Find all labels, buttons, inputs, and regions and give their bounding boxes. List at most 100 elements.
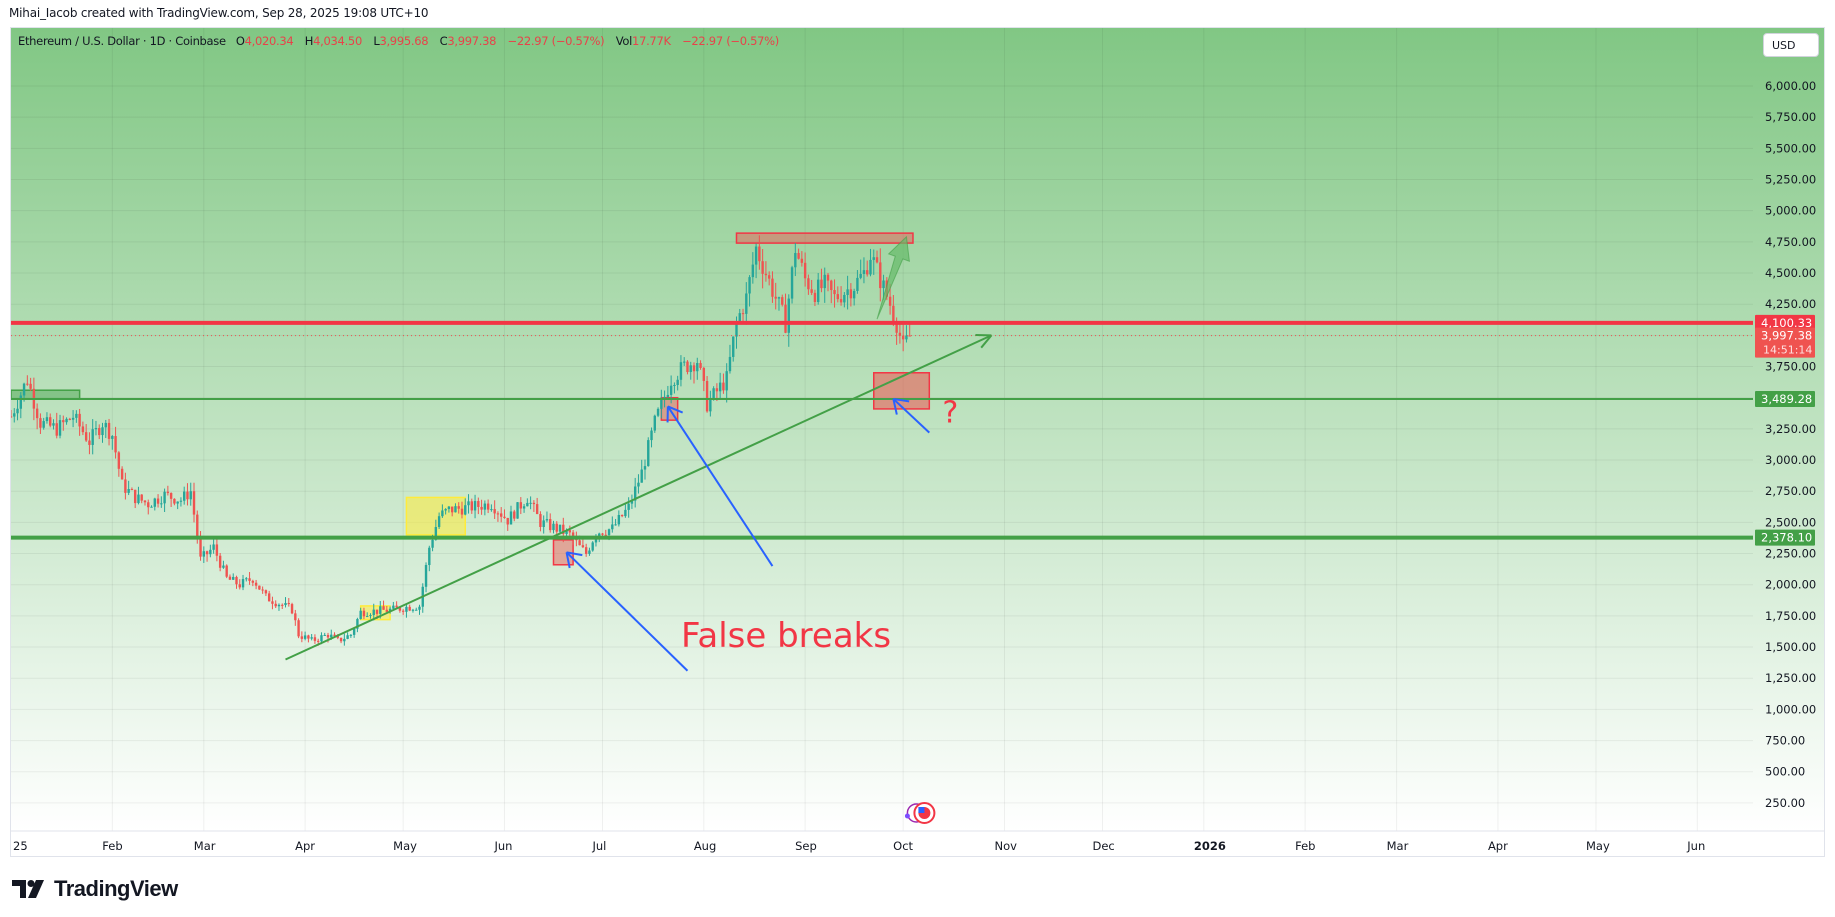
candle-body [352, 628, 356, 635]
annotation-text[interactable]: False breaks [681, 616, 891, 656]
candle-body [58, 420, 62, 436]
candle-body [464, 505, 467, 515]
candle-body [395, 605, 398, 608]
candle-body [696, 363, 699, 372]
candle-body [287, 603, 290, 605]
candle-body [647, 440, 650, 467]
price-axis-label: 2,000.00 [1765, 578, 1816, 592]
candle-body [486, 503, 490, 510]
candle-body [418, 606, 421, 610]
us-flag-canton [918, 807, 925, 813]
time-axis-label: Feb [1295, 839, 1315, 853]
candle-body [725, 371, 728, 391]
trendline[interactable] [285, 334, 992, 661]
candle-body [555, 523, 558, 532]
candle-body [117, 452, 121, 469]
candle-body [68, 418, 72, 420]
candle-body [424, 565, 428, 587]
candle-body [598, 533, 601, 537]
candle-body [460, 508, 464, 515]
candle-body [712, 388, 715, 399]
tradingview-logo[interactable]: TradingView [12, 876, 178, 902]
candle-body [326, 634, 330, 638]
candle-body [225, 565, 228, 577]
candle-body [16, 408, 19, 414]
candle-body [45, 417, 49, 422]
candle-body [771, 278, 774, 297]
candle-body [905, 335, 908, 340]
candle-body [774, 296, 777, 299]
candle-body [669, 385, 673, 395]
candle-body [709, 398, 712, 412]
candle-body [830, 280, 833, 291]
candle-body [807, 278, 810, 290]
blue-arrowhead [565, 552, 571, 569]
candle-body [235, 576, 238, 585]
candle-body [552, 523, 555, 531]
candle-body [111, 436, 114, 439]
candle-body [754, 246, 758, 265]
candle-body [781, 297, 784, 305]
candle-body [179, 500, 183, 502]
candle-body [49, 417, 52, 426]
candle-body [284, 603, 287, 606]
candle-body [640, 469, 643, 483]
candle-body [676, 379, 679, 385]
blue-arrow[interactable] [892, 398, 930, 434]
zone-top-resistance-box[interactable] [735, 232, 914, 244]
chart-pane[interactable]: 6,000.00 5,750.00 5,500.00 5,250.00 5,000.00… [10, 27, 1825, 857]
candle-body [823, 274, 826, 289]
candle-body [718, 382, 722, 392]
candle-body [908, 335, 911, 337]
candle-body [542, 520, 545, 527]
candle-body [258, 585, 261, 590]
symbol-title[interactable]: Ethereum / U.S. Dollar · 1D · Coinbase [18, 34, 226, 48]
candle-body [65, 418, 68, 423]
candle-body [160, 503, 163, 505]
zone-target-box[interactable] [873, 372, 931, 410]
candle-body [571, 532, 575, 539]
candle-body [330, 634, 333, 638]
candle-body [816, 279, 820, 302]
candle-body [88, 440, 91, 445]
projection-arrow[interactable] [876, 235, 910, 320]
time-axis-label: Feb [102, 839, 122, 853]
price-axis-label: 2,750.00 [1765, 484, 1816, 498]
blue-arrow[interactable] [667, 405, 774, 567]
candle-body [189, 491, 192, 500]
currency-button[interactable]: USD [1763, 33, 1819, 57]
candle-body [516, 502, 519, 519]
candle-body [666, 394, 670, 397]
blue-arrow[interactable] [565, 551, 689, 672]
candle-body [267, 593, 271, 602]
chart-credit: Mihai_Iacob created with TradingView.com… [9, 6, 429, 20]
tradingview-logo-icon [12, 880, 44, 898]
low-value: 3,995.68 [379, 34, 429, 48]
time-axis-label: Mar [194, 839, 216, 853]
candle-body [480, 506, 483, 510]
candle-body [297, 620, 300, 637]
candle-body [415, 609, 418, 611]
candle-body [843, 294, 846, 303]
candle-body [767, 275, 771, 279]
candle-body [13, 413, 16, 417]
annotation-text[interactable]: ? [942, 396, 958, 431]
candle-body [565, 530, 568, 534]
price-axis-label: 5,750.00 [1765, 110, 1816, 124]
candle-body [271, 601, 274, 604]
time-axis-label: 2026 [1194, 839, 1226, 853]
candle-body [81, 426, 85, 433]
candle-body [513, 511, 516, 519]
candle-body [379, 606, 382, 614]
candle-body [735, 321, 738, 337]
price-chart[interactable]: 6,000.00 5,750.00 5,500.00 5,250.00 5,000.00… [11, 28, 1824, 856]
candle-body [888, 296, 892, 306]
candle-body [39, 418, 42, 428]
candle-body [428, 547, 431, 566]
candle-body [114, 436, 117, 453]
candle-body [856, 277, 859, 291]
candle-body [660, 399, 663, 409]
candle-body [62, 420, 65, 423]
candle-body [163, 491, 166, 504]
candle-body [901, 335, 905, 340]
